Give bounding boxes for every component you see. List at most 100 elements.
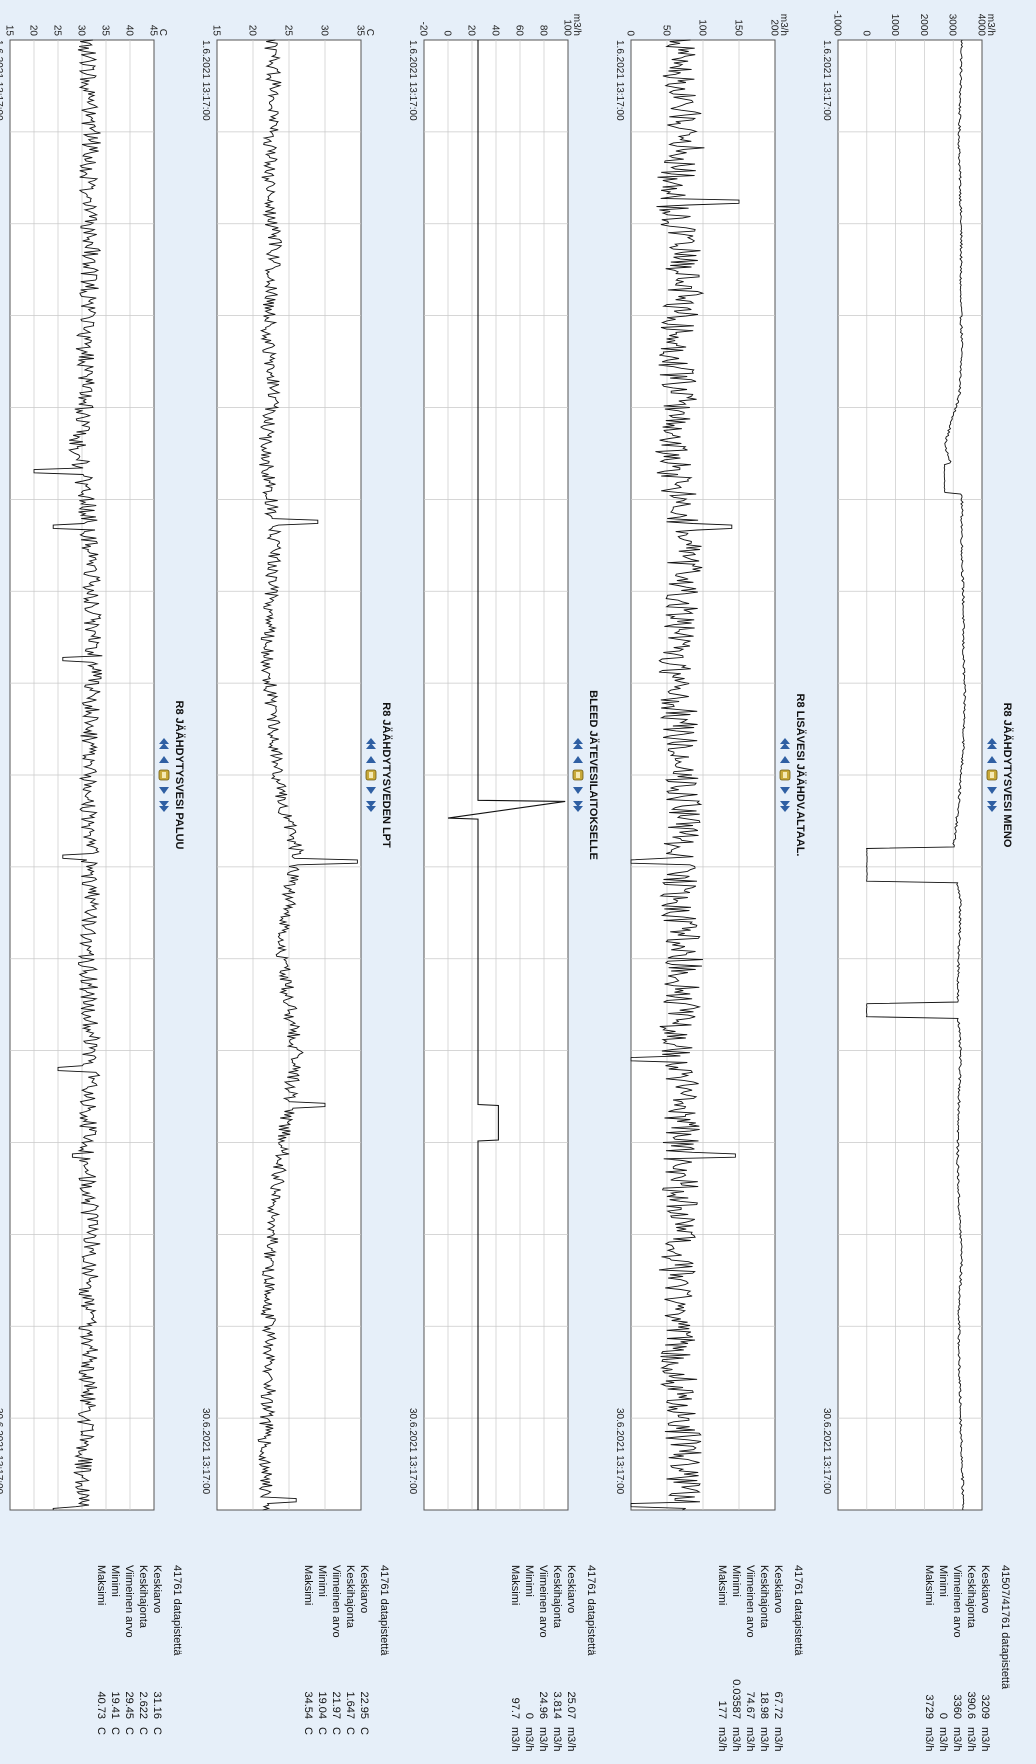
- previous-page-icon[interactable]: [780, 756, 790, 763]
- first-page-icon[interactable]: [780, 738, 790, 749]
- stat-value: 2.622: [137, 1691, 149, 1719]
- stat-label: Viimeinen arvo: [330, 1565, 342, 1638]
- y-tick-label: 1000: [889, 14, 900, 37]
- y-tick-label: 80: [538, 25, 549, 37]
- first-page-icon[interactable]: [159, 738, 169, 749]
- stat-value: 97.7: [509, 1697, 521, 1719]
- trend-panel: 15 20 25 30 35 40 45 C 1.6.2021 13:17:00 30.6.202…: [0, 0, 190, 1764]
- stat-row: Viimeinen arvo 24.96 m3/h: [536, 1565, 550, 1755]
- previous-page-icon[interactable]: [573, 756, 583, 763]
- zoom-icon[interactable]: [986, 769, 998, 781]
- stat-unit: m3/h: [937, 1727, 949, 1752]
- stat-value: 3360: [951, 1694, 963, 1719]
- stat-unit: m3/h: [730, 1727, 742, 1752]
- y-tick-label: 45: [148, 25, 159, 37]
- next-page-icon[interactable]: [987, 787, 997, 794]
- end-date-label: 30.6.2021 13:17:00: [821, 1408, 832, 1495]
- stat-value: 390.6: [965, 1691, 977, 1719]
- panel-title: R8 JÄÄHDYTYSVESI MENO: [1001, 703, 1014, 848]
- stat-label: Viimeinen arvo: [951, 1565, 963, 1638]
- stat-row: Keskiarvo 3209 m3/h: [978, 1565, 992, 1755]
- last-page-icon[interactable]: [573, 801, 583, 812]
- y-tick-label: 0: [625, 30, 636, 36]
- stat-row: Keskihajonta 2.622 C: [136, 1565, 150, 1755]
- last-page-icon[interactable]: [780, 801, 790, 812]
- stat-unit: m3/h: [565, 1727, 577, 1752]
- statistics-block: 41761 datapistettä Keskiarvo 67.72 m3/h Kesk…: [715, 1565, 805, 1755]
- last-page-icon[interactable]: [987, 801, 997, 812]
- stat-label: Minimi: [316, 1565, 328, 1597]
- stat-value: 29.45: [123, 1691, 135, 1719]
- stat-row: Keskihajonta 1.647 C: [343, 1565, 357, 1755]
- stat-label: Keskihajonta: [551, 1565, 563, 1628]
- start-date-label: 1.6.2021 13:17:00: [407, 40, 418, 121]
- stat-row: Maksimi 34.54 C: [301, 1565, 315, 1755]
- stat-row: Maksimi 177 m3/h: [715, 1565, 729, 1755]
- stat-row: Minimi 0.03587 m3/h: [729, 1565, 743, 1755]
- stat-label: Keskiarvo: [772, 1565, 784, 1614]
- stat-row: Maksimi 97.7 m3/h: [508, 1565, 522, 1755]
- y-tick-label: 2000: [918, 14, 929, 37]
- stat-row: Viimeinen arvo 74.67 m3/h: [743, 1565, 757, 1755]
- first-page-icon[interactable]: [366, 738, 376, 749]
- previous-page-icon[interactable]: [366, 756, 376, 763]
- first-page-icon[interactable]: [987, 738, 997, 749]
- first-page-icon[interactable]: [573, 738, 583, 749]
- y-tick-label: 20: [466, 25, 477, 37]
- panel-title: BLEED JÄTEVESILAITOKSELLE: [587, 690, 600, 860]
- stat-row: Keskiarvo 22.95 C: [357, 1565, 371, 1755]
- stat-unit: C: [137, 1727, 149, 1735]
- stat-unit: m3/h: [965, 1727, 977, 1752]
- stat-unit: C: [123, 1727, 135, 1735]
- stat-row: Keskihajonta 18.98 m3/h: [757, 1565, 771, 1755]
- y-tick-label: 200: [769, 19, 780, 36]
- grid-lines: [10, 40, 154, 1510]
- stat-label: Keskiarvo: [979, 1565, 991, 1614]
- stat-value: 19.04: [316, 1691, 328, 1719]
- y-tick-label: -1000: [832, 10, 843, 36]
- next-page-icon[interactable]: [573, 787, 583, 794]
- last-page-icon[interactable]: [366, 801, 376, 812]
- unit-label: C: [364, 29, 375, 36]
- trend-panel: 0 50 100 150 200 m3/h 1.6.2021 13:17:00 30.6.20…: [604, 0, 811, 1764]
- stat-label: Maksimi: [95, 1565, 107, 1606]
- y-tick-label: 40: [124, 25, 135, 37]
- stat-row: Maksimi 3729 m3/h: [922, 1565, 936, 1755]
- last-page-icon[interactable]: [159, 801, 169, 812]
- stat-unit: m3/h: [758, 1727, 770, 1752]
- stat-value: 0: [937, 1712, 949, 1719]
- grid-lines: [838, 40, 982, 1510]
- stat-unit: C: [316, 1727, 328, 1735]
- zoom-icon[interactable]: [365, 769, 377, 781]
- stat-label: Viimeinen arvo: [744, 1565, 756, 1638]
- y-tick-label: 20: [28, 25, 39, 37]
- series-line: [257, 39, 358, 1511]
- stat-unit: C: [95, 1727, 107, 1735]
- statistics-block: 41761 datapistettä Keskiarvo 22.95 C Keskiha…: [301, 1565, 391, 1755]
- previous-page-icon[interactable]: [987, 756, 997, 763]
- grid-lines: [631, 40, 775, 1510]
- grid-lines: [217, 40, 361, 1510]
- next-page-icon[interactable]: [366, 787, 376, 794]
- trend-panel: 15 20 25 30 35 C 1.6.2021 13:17:00 30.6.2021 13…: [190, 0, 397, 1764]
- stat-label: Minimi: [937, 1565, 949, 1597]
- start-date-label: 1.6.2021 13:17:00: [0, 40, 4, 121]
- y-tick-label: 35: [100, 25, 111, 37]
- stat-unit: m3/h: [951, 1727, 963, 1752]
- stat-label: Minimi: [109, 1565, 121, 1597]
- zoom-icon[interactable]: [779, 769, 791, 781]
- stat-value: 24.96: [537, 1691, 549, 1719]
- stat-value: 3.814: [551, 1691, 563, 1719]
- next-page-icon[interactable]: [780, 787, 790, 794]
- zoom-icon[interactable]: [158, 769, 170, 781]
- stat-unit: m3/h: [923, 1727, 935, 1752]
- next-page-icon[interactable]: [159, 787, 169, 794]
- zoom-icon[interactable]: [572, 769, 584, 781]
- navigation-buttons: [779, 738, 791, 812]
- stat-label: Keskiarvo: [151, 1565, 163, 1614]
- previous-page-icon[interactable]: [159, 756, 169, 763]
- y-tick-label: 25: [52, 25, 63, 37]
- stat-value: 67.72: [772, 1691, 784, 1719]
- y-tick-label: 60: [514, 25, 525, 37]
- series-line: [630, 39, 740, 1511]
